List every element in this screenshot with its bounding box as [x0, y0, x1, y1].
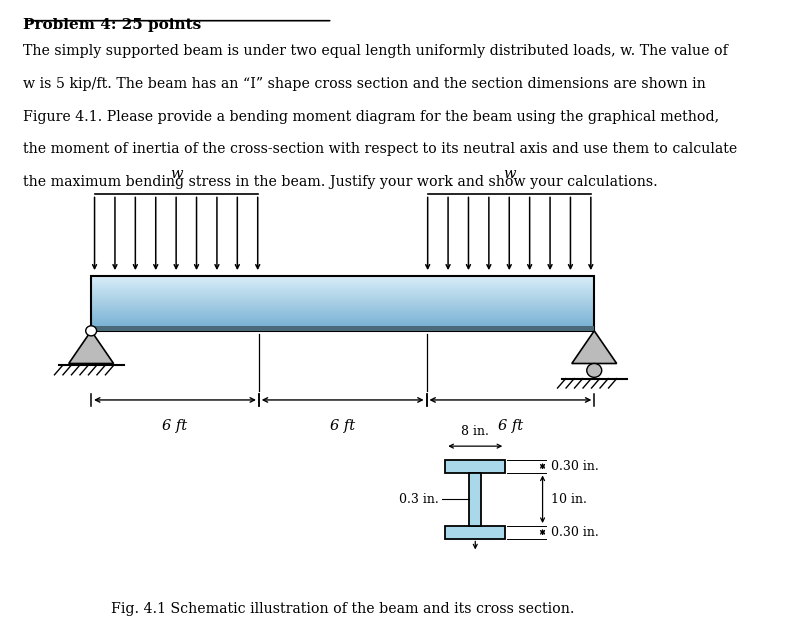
Bar [91, 309, 594, 310]
Bar [91, 327, 594, 331]
Polygon shape [572, 331, 617, 363]
Bar [91, 298, 594, 299]
Bar [91, 281, 594, 283]
Bar [91, 320, 594, 321]
Bar [91, 324, 594, 325]
Bar [91, 277, 594, 278]
Text: 6 ft: 6 ft [330, 419, 356, 433]
Polygon shape [69, 331, 113, 363]
Text: The simply supported beam is under two equal length uniformly distributed loads,: The simply supported beam is under two e… [23, 44, 728, 58]
Bar [91, 302, 594, 304]
Bar [91, 296, 594, 297]
Text: 10 in.: 10 in. [551, 493, 586, 506]
Bar [91, 308, 594, 309]
Bar [91, 330, 594, 331]
Bar [445, 526, 505, 538]
Bar [91, 280, 594, 281]
Bar [91, 325, 594, 327]
Bar [91, 283, 594, 284]
Text: 8 in.: 8 in. [461, 425, 489, 438]
Bar [91, 318, 594, 319]
Bar [91, 323, 594, 324]
Circle shape [586, 363, 602, 377]
Bar [91, 288, 594, 289]
Bar [91, 284, 594, 285]
Text: 0.30 in.: 0.30 in. [551, 526, 598, 539]
Bar [91, 292, 594, 294]
Bar [91, 319, 594, 320]
Bar [91, 322, 594, 323]
Bar [91, 327, 594, 328]
Text: w: w [503, 167, 515, 181]
Text: Figure 4.1. Please provide a bending moment diagram for the beam using the graph: Figure 4.1. Please provide a bending mom… [23, 110, 719, 124]
Bar [91, 314, 594, 316]
Bar [91, 276, 594, 331]
Bar [91, 316, 594, 318]
Bar [91, 306, 594, 307]
Text: Fig. 4.1 Schematic illustration of the beam and its cross section.: Fig. 4.1 Schematic illustration of the b… [111, 602, 574, 616]
Text: 0.30 in.: 0.30 in. [551, 460, 598, 473]
Bar [91, 290, 594, 292]
Bar [91, 304, 594, 306]
Bar [91, 297, 594, 298]
Bar [91, 311, 594, 312]
Bar [91, 285, 594, 286]
Bar [91, 313, 594, 314]
Bar [91, 278, 594, 280]
Bar [91, 328, 594, 330]
Bar [91, 295, 594, 296]
Bar [91, 289, 594, 290]
Bar [91, 321, 594, 322]
Bar [91, 312, 594, 313]
Text: 0.3 in.: 0.3 in. [399, 493, 439, 506]
Text: the maximum bending stress in the beam. Justify your work and show your calculat: the maximum bending stress in the beam. … [23, 175, 658, 189]
Bar [469, 472, 481, 526]
Bar [91, 307, 594, 308]
Circle shape [85, 326, 97, 336]
Bar [91, 294, 594, 295]
Bar [445, 460, 505, 472]
Bar [91, 276, 594, 277]
Bar [91, 310, 594, 311]
Bar [91, 301, 594, 302]
Bar [91, 287, 594, 288]
Bar [91, 286, 594, 287]
Text: Problem 4: 25 points: Problem 4: 25 points [23, 18, 201, 32]
Text: 6 ft: 6 ft [498, 419, 523, 433]
Text: 6 ft: 6 ft [162, 419, 188, 433]
Text: w is 5 kip/ft. The beam has an “I” shape cross section and the section dimension: w is 5 kip/ft. The beam has an “I” shape… [23, 77, 706, 91]
Text: w: w [170, 167, 182, 181]
Text: the moment of inertia of the cross-section with respect to its neutral axis and : the moment of inertia of the cross-secti… [23, 142, 737, 157]
Bar [91, 299, 594, 301]
